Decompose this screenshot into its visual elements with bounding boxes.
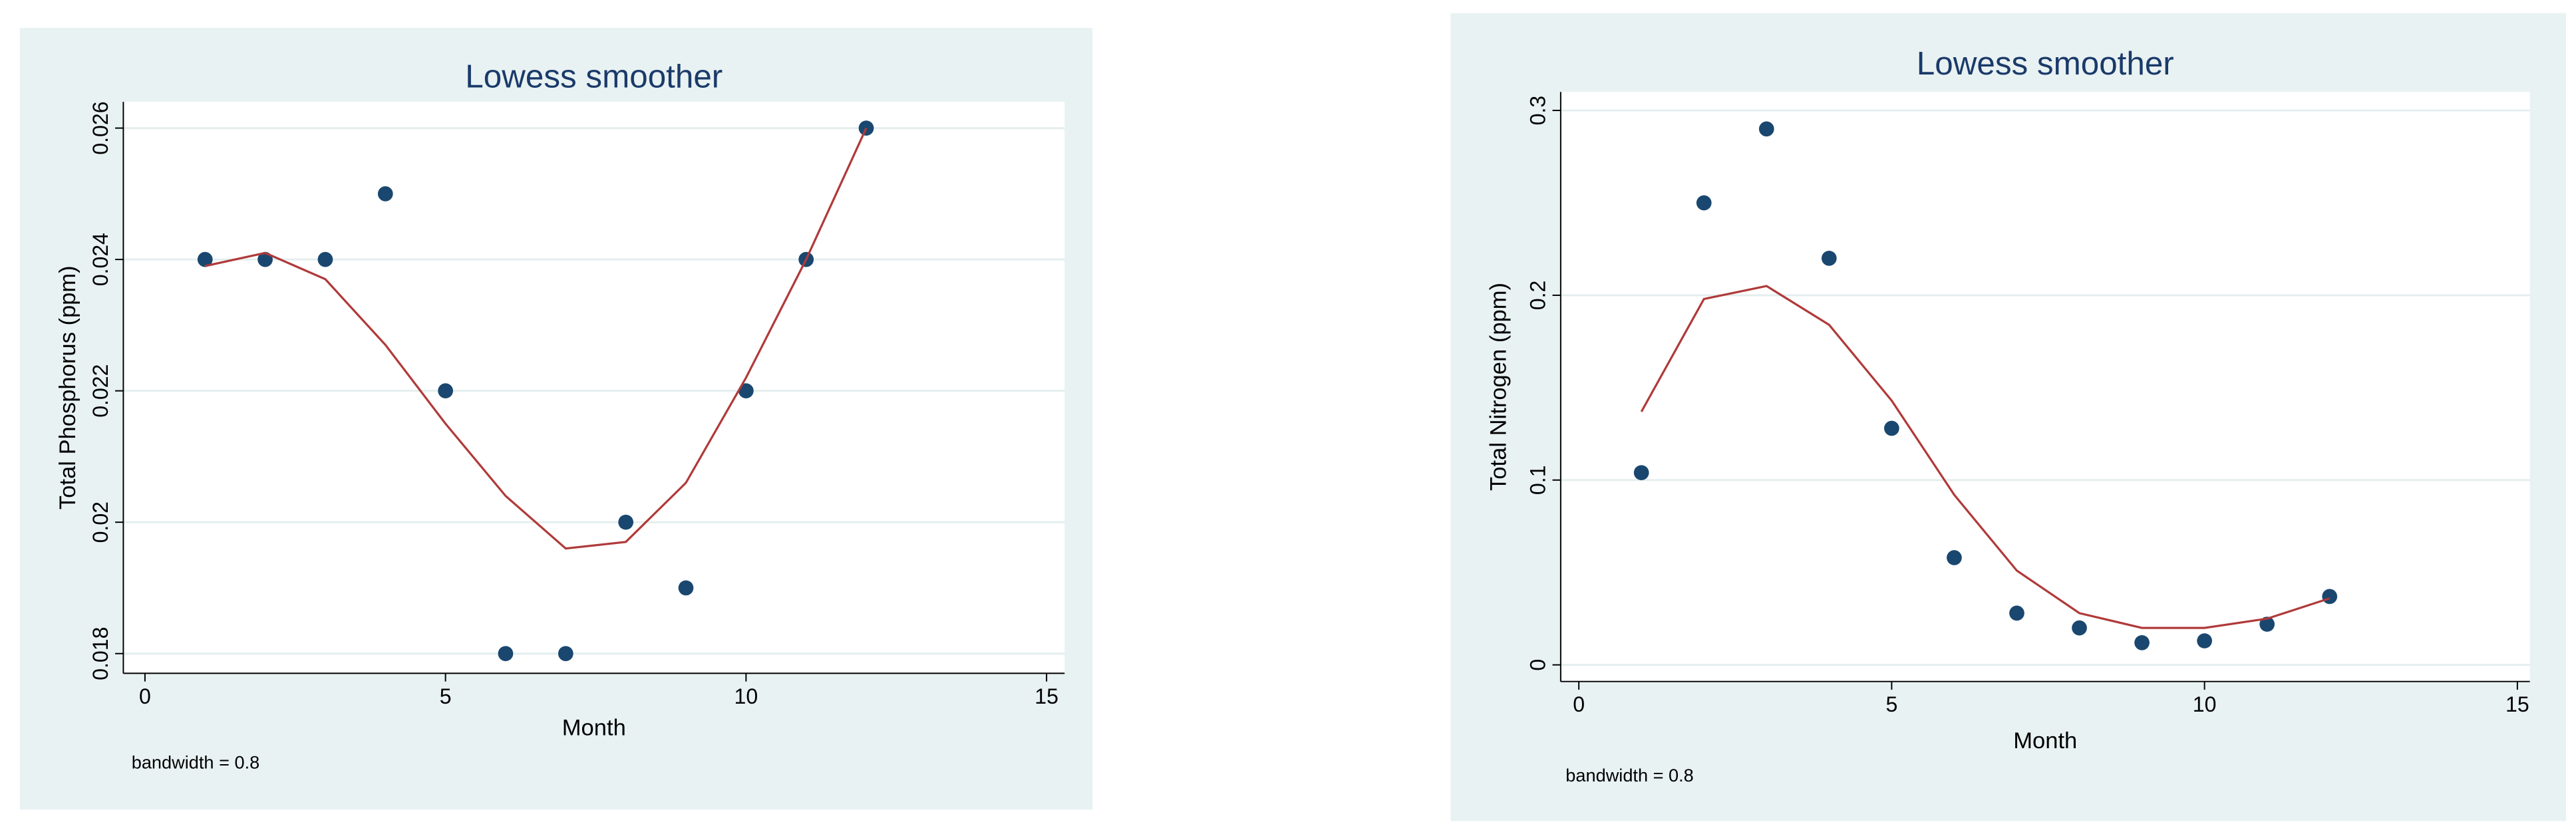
x-tick-label: 0 (139, 684, 151, 708)
y-tick-label: 0.024 (88, 233, 112, 286)
y-tick-label: 0.02 (88, 501, 112, 543)
y-tick-label: 0.026 (88, 101, 112, 154)
y-axis-label: Total Nitrogen (ppm) (1486, 283, 1512, 491)
plot-area (1560, 92, 2530, 682)
data-point (317, 251, 333, 267)
y-tick-label: 0.2 (1526, 281, 1549, 311)
note: bandwidth = 0.8 (1565, 765, 1694, 785)
y-tick-label: 0.018 (88, 627, 112, 680)
data-point (2322, 589, 2338, 605)
data-point (2072, 620, 2087, 636)
y-tick-label: 0.3 (1526, 96, 1549, 126)
y-tick-label: 0.022 (88, 364, 112, 418)
data-point (2134, 634, 2150, 650)
x-tick-label: 15 (2505, 692, 2529, 716)
data-point (1696, 195, 1712, 211)
x-tick-label: 0 (1573, 692, 1585, 716)
data-point (197, 251, 213, 267)
data-point (1633, 465, 1649, 481)
data-point (738, 383, 754, 399)
data-point (2259, 617, 2275, 632)
data-point (498, 646, 514, 662)
x-tick-label: 5 (440, 684, 452, 708)
data-point (438, 383, 453, 399)
data-point (558, 646, 573, 662)
data-point (1947, 550, 1962, 565)
x-axis-label: Month (2013, 728, 2077, 754)
y-tick-label: 0 (1526, 659, 1549, 671)
x-tick-label: 5 (1885, 692, 1897, 716)
lowess-line (204, 127, 868, 550)
data-point (1884, 420, 1899, 436)
plot-area (123, 102, 1065, 674)
x-tick-label: 15 (1035, 684, 1058, 708)
y-tick-label: 0.1 (1526, 466, 1549, 495)
lowess-line (1640, 285, 2331, 629)
data-point (2009, 605, 2024, 621)
note: bandwidth = 0.8 (132, 752, 260, 772)
data-point (377, 186, 393, 202)
y-axis-label: Total Phosphorus (ppm) (55, 265, 80, 509)
x-tick-label: 10 (734, 684, 758, 708)
data-point (2197, 633, 2212, 648)
x-tick-label: 10 (2193, 692, 2217, 716)
data-point (618, 514, 634, 530)
chart-title: Lowess smoother (465, 59, 723, 95)
data-point (1821, 251, 1837, 266)
chart-title: Lowess smoother (1917, 45, 2174, 82)
data-point (678, 580, 694, 596)
data-point (1758, 121, 1774, 137)
x-axis-label: Month (562, 715, 626, 740)
